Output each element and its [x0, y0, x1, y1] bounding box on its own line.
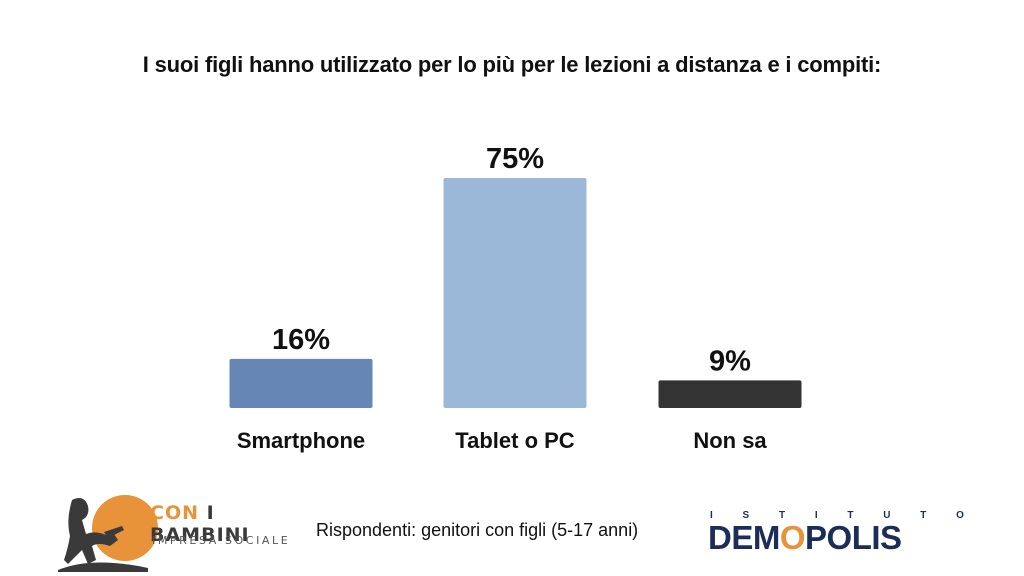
bar-smartphone — [229, 358, 373, 408]
category-label: Smartphone — [237, 428, 365, 453]
bar-value-label: 75% — [486, 143, 544, 175]
bar-chart: 16% Smartphone 75% Tablet o PC 9% Non sa — [229, 143, 802, 453]
bar-value-label: 9% — [709, 345, 751, 377]
category-label: Tablet o PC — [455, 428, 574, 453]
bar-value-label: 16% — [272, 324, 330, 356]
demopolis-wordmark: DEMOPOLIS — [708, 519, 902, 556]
brand-subtitle: IMPRESA SOCIALE — [152, 534, 291, 547]
brand-name: CON I BAMBINI — [150, 502, 250, 546]
category-label: Non sa — [693, 428, 767, 453]
reading-child-icon — [58, 495, 158, 572]
chart-title: I suoi figli hanno utilizzato per lo più… — [142, 52, 882, 77]
bar-non-sa — [658, 380, 802, 408]
con-i-bambini-logo: CON I BAMBINI IMPRESA SOCIALE — [52, 490, 292, 572]
bar-tablet-o-pc — [443, 178, 587, 408]
respondents-footnote: Rispondenti: genitori con figli (5-17 an… — [316, 520, 639, 540]
